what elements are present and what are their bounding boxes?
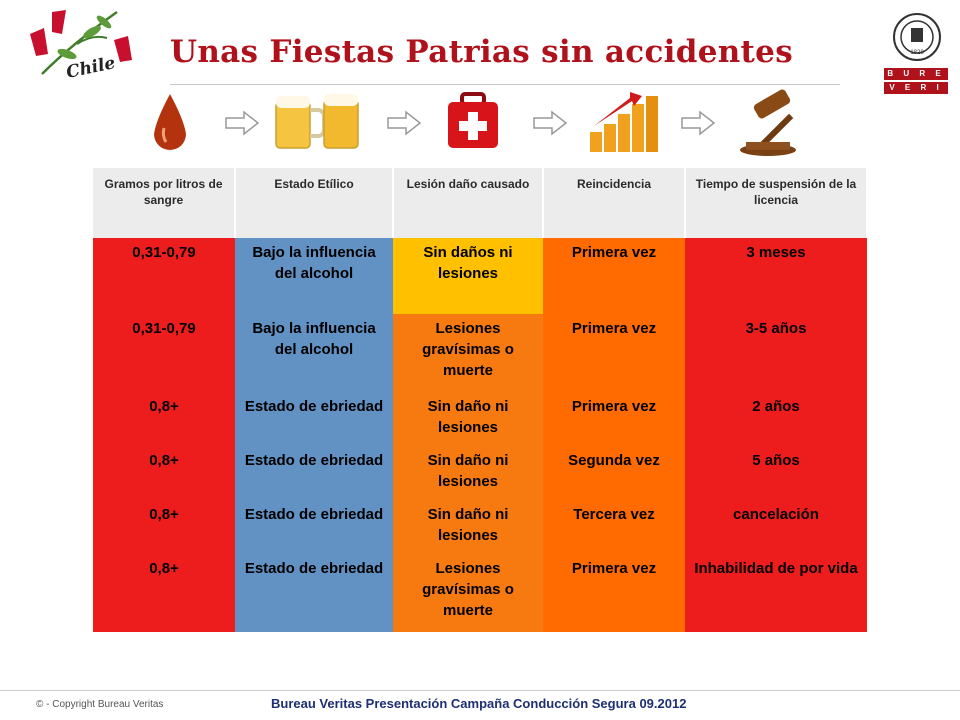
arrow-right-icon (224, 110, 260, 136)
first-aid-kit-icon (444, 88, 524, 160)
veritas-word: V E R I T A S (884, 82, 948, 104)
footer-divider (0, 690, 960, 691)
footer-text: Bureau Veritas Presentación Campaña Cond… (271, 696, 687, 711)
alcohol-penalty-table: Gramos por litros de sangre Estado Etíli… (93, 168, 868, 632)
table-cell: 0,8+ (93, 392, 235, 446)
table-cell: cancelación (685, 500, 867, 554)
table-row: 0,8+ Estado de ebriedad Sin daño ni lesi… (93, 500, 867, 554)
gavel-icon (734, 88, 814, 160)
table-cell: Sin daño ni lesiones (393, 446, 543, 500)
table-cell: 0,31-0,79 (93, 314, 235, 392)
table-cell: Primera vez (543, 554, 685, 632)
table-row: 0,8+ Estado de ebriedad Sin daño ni lesi… (93, 446, 867, 500)
table-row: 0,8+ Estado de ebriedad Sin daño ni lesi… (93, 392, 867, 446)
table-cell: 0,8+ (93, 554, 235, 632)
arrow-right-icon (386, 110, 422, 136)
table-cell: Primera vez (543, 238, 685, 314)
table-cell: 5 años (685, 446, 867, 500)
table-cell: Sin daños ni lesiones (393, 238, 543, 314)
bar-chart-up-icon (586, 88, 666, 160)
beer-mugs-icon (270, 88, 359, 160)
table-cell: Estado de ebriedad (235, 554, 393, 632)
table-cell: 0,8+ (93, 446, 235, 500)
header-ethyl-state: Estado Etílico (235, 168, 394, 238)
table-header-row: Gramos por litros de sangre Estado Etíli… (93, 168, 868, 238)
table-cell: Bajo la influencia del alcohol (235, 238, 393, 314)
chile-logo: Chile (22, 4, 142, 88)
table-cell: Sin daño ni lesiones (393, 500, 543, 554)
title-divider (170, 84, 840, 85)
table-cell: Lesiones gravísimas o muerte (393, 314, 543, 392)
header-recidivism: Reincidencia (543, 168, 686, 238)
table-cell: Tercera vez (543, 500, 685, 554)
table-row: 0,31-0,79 Bajo la influencia del alcohol… (93, 238, 867, 314)
bureau-veritas-logo: 1828 B U R E A U V E R I T A S (884, 10, 948, 104)
table-cell: Estado de ebriedad (235, 392, 393, 446)
table-cell: Estado de ebriedad (235, 446, 393, 500)
svg-text:1828: 1828 (910, 50, 924, 56)
table-cell: 3-5 años (685, 314, 867, 392)
copyright-text: © - Copyright Bureau Veritas (36, 699, 164, 710)
table-cell: 0,31-0,79 (93, 238, 235, 314)
bureau-veritas-seal: 1828 (892, 10, 942, 64)
blood-drop-icon (140, 88, 220, 160)
table-cell: Segunda vez (543, 446, 685, 500)
header-suspension-time: Tiempo de suspensión de la licencia (685, 168, 868, 238)
table-cell: Primera vez (543, 314, 685, 392)
icons-row (140, 88, 860, 160)
page-title: Unas Fiestas Patrias sin accidentes (170, 34, 793, 70)
header-injury-damage: Lesión daño causado (393, 168, 544, 238)
table-cell: 2 años (685, 392, 867, 446)
table-cell: Lesiones gravísimas o muerte (393, 554, 543, 632)
arrow-right-icon (680, 110, 716, 136)
table-cell: 0,8+ (93, 500, 235, 554)
table-cell: Bajo la influencia del alcohol (235, 314, 393, 392)
table-cell: Inhabilidad de por vida (685, 554, 867, 632)
table-cell: Sin daño ni lesiones (393, 392, 543, 446)
table-row: 0,8+ Estado de ebriedad Lesiones gravísi… (93, 554, 867, 632)
table-row: 0,31-0,79 Bajo la influencia del alcohol… (93, 314, 867, 392)
table-cell: Primera vez (543, 392, 685, 446)
bureau-word: B U R E A U (884, 68, 948, 90)
arrow-right-icon (532, 110, 568, 136)
table-cell: 3 meses (685, 238, 867, 314)
header-grams-per-liter: Gramos por litros de sangre (93, 168, 236, 238)
table-cell: Estado de ebriedad (235, 500, 393, 554)
